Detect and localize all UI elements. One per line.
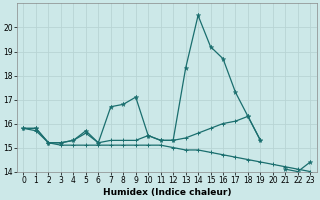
X-axis label: Humidex (Indice chaleur): Humidex (Indice chaleur): [103, 188, 231, 197]
